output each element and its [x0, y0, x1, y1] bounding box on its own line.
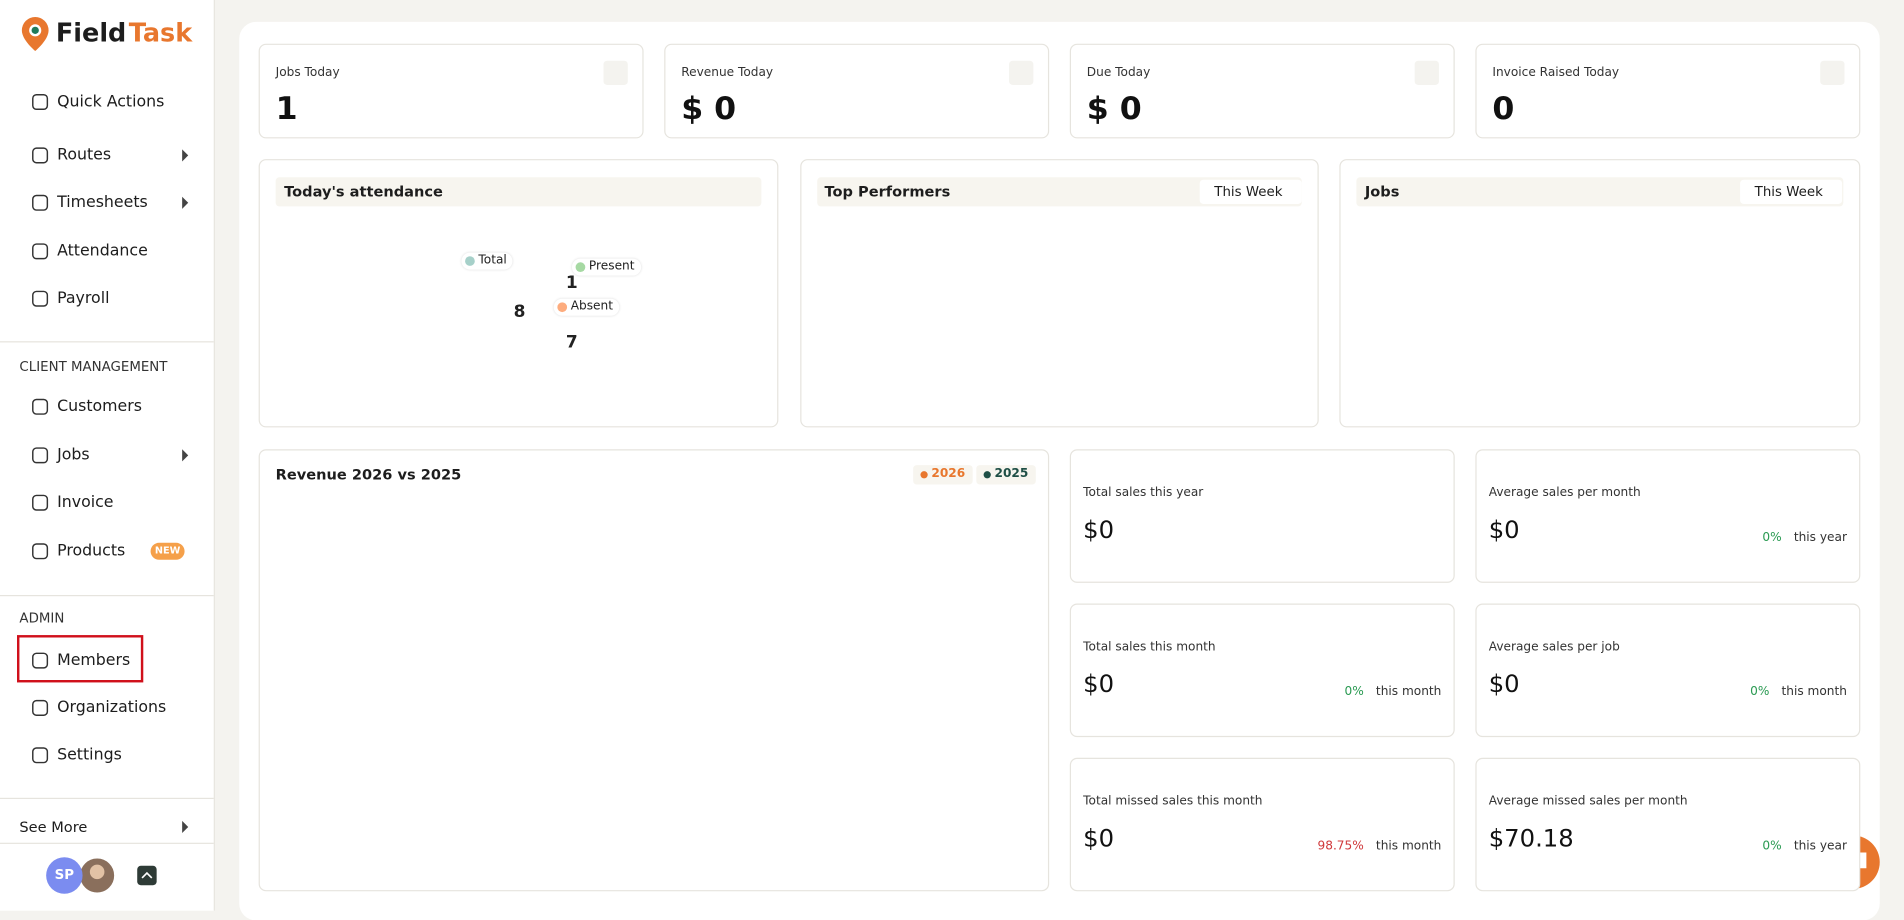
legend-dot	[557, 302, 568, 313]
new-badge: NEW	[150, 542, 185, 560]
menu-item[interactable]: Settings	[57, 746, 122, 765]
sales-value: $0	[1083, 823, 1115, 853]
filter-label[interactable]: This Week	[1754, 183, 1823, 200]
card-header	[275, 177, 762, 207]
sales-period: this year	[1793, 531, 1847, 545]
sales-change: 0%	[1344, 685, 1364, 699]
legend-entry: 2025	[976, 465, 1036, 485]
menu-item[interactable]: Invoice	[57, 493, 114, 512]
menu-item[interactable]: Organizations	[57, 698, 167, 718]
sales-card	[1475, 449, 1861, 583]
see-more[interactable]: See More	[19, 818, 88, 836]
menu-item[interactable]: Products	[57, 542, 126, 561]
sales-value: $0	[1083, 514, 1115, 545]
sales-change: 0%	[1762, 531, 1782, 545]
bubble-value: 8	[513, 302, 526, 322]
revenue-card	[258, 449, 1050, 892]
sidebar	[0, 0, 215, 911]
sales-value: $0	[1083, 669, 1115, 699]
menu-item[interactable]: Jobs	[57, 446, 90, 465]
sales-card	[1069, 757, 1455, 892]
menu-item[interactable]: Attendance	[57, 242, 148, 261]
sales-change: 0%	[1750, 685, 1770, 699]
sales-period: this month	[1375, 839, 1442, 854]
sales-label: Total missed sales this month	[1083, 794, 1263, 809]
stat-label: Revenue Today	[681, 66, 774, 80]
card-title: Revenue 2026 vs 2025	[275, 466, 462, 484]
stat-value: 1	[275, 91, 298, 128]
stat-card	[258, 43, 644, 139]
section-heading: ADMIN	[19, 610, 65, 626]
filter-dropdown[interactable]	[1199, 179, 1302, 205]
stat-card	[1475, 43, 1861, 139]
filter-label[interactable]: This Week	[1214, 183, 1283, 200]
divider	[0, 595, 214, 597]
sales-label: Average missed sales per month	[1488, 794, 1688, 809]
legend-dot	[465, 256, 475, 266]
legend-dot	[575, 262, 586, 273]
menu-item[interactable]: Customers	[57, 397, 142, 416]
divider	[0, 341, 214, 343]
menu-item[interactable]: Quick Actions	[57, 92, 165, 112]
highlight-box	[17, 635, 144, 683]
filter-dropdown[interactable]	[1740, 179, 1843, 205]
section-heading: CLIENT MANAGEMENT	[19, 358, 168, 375]
stat-value: $ 0	[1086, 91, 1142, 128]
bubble-value: 7	[565, 332, 578, 353]
card-title: Today's attendance	[284, 183, 443, 201]
legend-dot	[983, 471, 991, 479]
menu-item[interactable]: Timesheets	[57, 193, 148, 212]
bubble-value: 1	[565, 273, 578, 293]
menu-item[interactable]: Payroll	[57, 289, 110, 308]
open-button[interactable]	[1009, 60, 1034, 86]
brand-text: Field	[55, 18, 127, 48]
open-button[interactable]	[1414, 60, 1439, 86]
stat-label: Invoice Raised Today	[1492, 66, 1620, 80]
stat-label: Due Today	[1086, 66, 1151, 80]
stat-label: Jobs Today	[275, 66, 340, 80]
sales-card	[1475, 603, 1861, 738]
legend-entry: 2026	[913, 465, 973, 485]
sales-label: Average sales per month	[1488, 486, 1641, 500]
sales-value: $0	[1488, 514, 1520, 545]
avatar-initials: SP	[46, 857, 83, 894]
open-button[interactable]	[603, 60, 628, 86]
sales-card	[1069, 449, 1455, 583]
bubble-label: Present	[571, 258, 641, 276]
sales-card	[1069, 603, 1455, 738]
sales-period: this month	[1781, 685, 1847, 699]
sales-label: Average sales per job	[1488, 640, 1620, 654]
menu-item[interactable]: Routes	[57, 146, 112, 165]
sales-period: this month	[1375, 685, 1442, 699]
card-title: Jobs	[1364, 183, 1400, 201]
sales-change: 98.75%	[1317, 839, 1364, 854]
stat-card	[664, 43, 1050, 139]
sales-change: 0%	[1762, 839, 1782, 854]
stat-value: 0	[1492, 91, 1515, 128]
stat-value: $ 0	[681, 91, 737, 128]
sales-value: $70.18	[1488, 823, 1574, 853]
menu-item[interactable]: Members	[57, 651, 131, 670]
divider	[0, 842, 214, 844]
open-button[interactable]	[1820, 60, 1845, 86]
sales-value: $0	[1488, 669, 1520, 699]
stat-card	[1069, 43, 1455, 139]
sales-card	[1475, 757, 1861, 892]
bubble-label: Total	[461, 252, 513, 270]
legend-dot	[920, 471, 928, 479]
divider	[0, 797, 214, 800]
bubble-label: Absent	[553, 298, 620, 316]
sales-label: Total sales this year	[1083, 486, 1204, 500]
card-title: Top Performers	[824, 183, 951, 201]
sales-label: Total sales this month	[1083, 640, 1216, 654]
sales-period: this year	[1793, 839, 1847, 854]
brand-text: Task	[128, 18, 193, 48]
